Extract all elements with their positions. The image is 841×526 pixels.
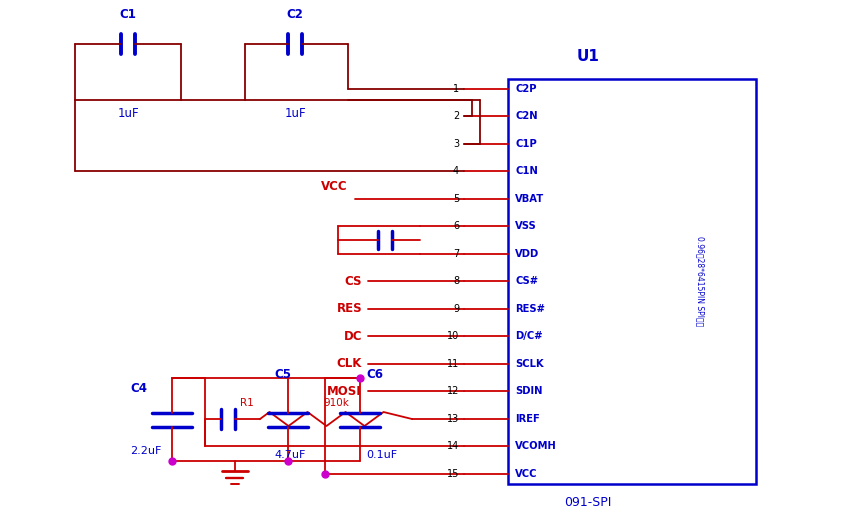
Text: 9: 9 — [452, 304, 459, 314]
Text: 2: 2 — [452, 112, 459, 122]
Text: 1uF: 1uF — [284, 107, 306, 120]
Text: 14: 14 — [447, 441, 459, 451]
Text: VCOMH: VCOMH — [515, 441, 557, 451]
Text: 12: 12 — [447, 387, 459, 397]
Text: 4.7uF: 4.7uF — [274, 450, 305, 460]
Text: 13: 13 — [447, 414, 459, 424]
Text: 3: 3 — [452, 139, 459, 149]
Text: VBAT: VBAT — [515, 194, 544, 204]
Text: DC: DC — [343, 330, 362, 343]
Text: SDIN: SDIN — [515, 387, 542, 397]
Text: C2: C2 — [287, 8, 304, 21]
Text: D/C#: D/C# — [515, 331, 542, 341]
Text: IREF: IREF — [515, 414, 540, 424]
Text: 2.2uF: 2.2uF — [130, 447, 161, 457]
Text: 4: 4 — [452, 167, 459, 177]
Text: C2P: C2P — [515, 84, 537, 94]
Text: 10: 10 — [447, 331, 459, 341]
Text: 910k: 910k — [323, 398, 349, 408]
Text: C6: C6 — [366, 368, 383, 380]
Text: 15: 15 — [447, 469, 459, 479]
Text: VCC: VCC — [321, 180, 348, 193]
Text: C4: C4 — [130, 381, 147, 394]
Text: U1: U1 — [577, 49, 600, 64]
Text: 6: 6 — [452, 221, 459, 231]
Bar — [508, 79, 756, 484]
Text: VSS: VSS — [515, 221, 537, 231]
Text: C2N: C2N — [515, 112, 537, 122]
Text: CS: CS — [345, 275, 362, 288]
Text: CS#: CS# — [515, 277, 538, 287]
Text: 091-SPI: 091-SPI — [564, 496, 611, 509]
Text: 7: 7 — [452, 249, 459, 259]
Text: 0.1uF: 0.1uF — [366, 450, 397, 460]
Text: 5: 5 — [452, 194, 459, 204]
Text: 11: 11 — [447, 359, 459, 369]
Text: VCC: VCC — [515, 469, 537, 479]
Text: C1P: C1P — [515, 139, 537, 149]
Text: SCLK: SCLK — [515, 359, 543, 369]
Text: 1: 1 — [452, 84, 459, 94]
Text: C1N: C1N — [515, 167, 538, 177]
Text: 8: 8 — [452, 277, 459, 287]
Text: 1uF: 1uF — [117, 107, 139, 120]
Text: RES: RES — [336, 302, 362, 316]
Text: MOSI: MOSI — [327, 385, 362, 398]
Text: CLK: CLK — [336, 358, 362, 370]
Text: C1: C1 — [119, 8, 136, 21]
Text: VDD: VDD — [515, 249, 539, 259]
Text: R1: R1 — [241, 398, 254, 408]
Text: RES#: RES# — [515, 304, 545, 314]
Text: C5: C5 — [274, 368, 291, 380]
Text: 0.96寱28*6415PIN SPI接口: 0.96寱28*6415PIN SPI接口 — [696, 236, 705, 327]
